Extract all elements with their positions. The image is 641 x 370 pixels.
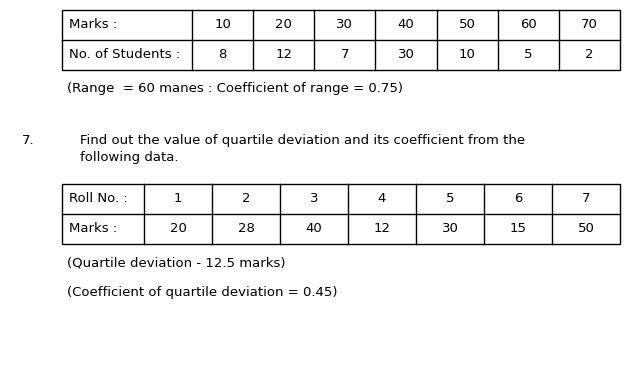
Text: 4: 4 <box>378 192 386 205</box>
Text: 7: 7 <box>340 48 349 61</box>
Text: 12: 12 <box>374 222 390 235</box>
Text: 10: 10 <box>459 48 476 61</box>
Text: (Range  = 60 manes : Coefficient of range = 0.75): (Range = 60 manes : Coefficient of range… <box>67 82 403 95</box>
Text: 5: 5 <box>524 48 533 61</box>
Text: following data.: following data. <box>80 151 178 164</box>
Text: Marks :: Marks : <box>69 18 117 31</box>
Bar <box>62 184 620 244</box>
Text: 5: 5 <box>445 192 454 205</box>
Text: 7: 7 <box>582 192 590 205</box>
Text: 20: 20 <box>275 18 292 31</box>
Text: 30: 30 <box>397 48 415 61</box>
Text: 40: 40 <box>397 18 414 31</box>
Text: 50: 50 <box>578 222 594 235</box>
Text: 7.: 7. <box>22 134 35 147</box>
Text: (Quartile deviation - 12.5 marks): (Quartile deviation - 12.5 marks) <box>67 256 285 269</box>
Text: 40: 40 <box>306 222 322 235</box>
Text: 3: 3 <box>310 192 318 205</box>
Text: 1: 1 <box>174 192 182 205</box>
Text: No. of Students :: No. of Students : <box>69 48 180 61</box>
Text: 28: 28 <box>238 222 254 235</box>
Text: 6: 6 <box>514 192 522 205</box>
Text: 60: 60 <box>520 18 537 31</box>
Text: 70: 70 <box>581 18 598 31</box>
Text: 2: 2 <box>585 48 594 61</box>
Text: Marks :: Marks : <box>69 222 117 235</box>
Text: Roll No. :: Roll No. : <box>69 192 128 205</box>
Text: 2: 2 <box>242 192 250 205</box>
Text: 12: 12 <box>275 48 292 61</box>
Text: 20: 20 <box>170 222 187 235</box>
Text: 8: 8 <box>219 48 227 61</box>
Text: 30: 30 <box>337 18 353 31</box>
Text: 15: 15 <box>510 222 526 235</box>
Bar <box>62 10 620 70</box>
Text: 30: 30 <box>442 222 458 235</box>
Text: (Coefficient of quartile deviation = 0.45): (Coefficient of quartile deviation = 0.4… <box>67 286 338 299</box>
Text: 50: 50 <box>459 18 476 31</box>
Text: Find out the value of quartile deviation and its coefficient from the: Find out the value of quartile deviation… <box>80 134 525 147</box>
Text: 10: 10 <box>214 18 231 31</box>
